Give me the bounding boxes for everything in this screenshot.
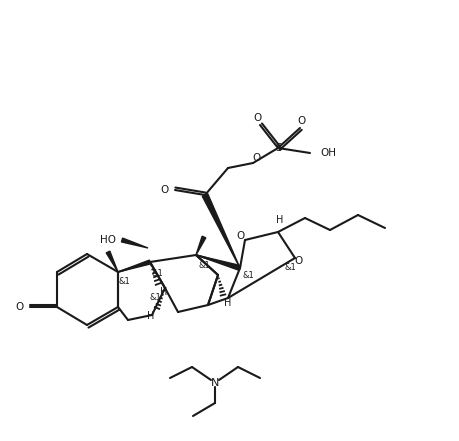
Text: &1: &1 [118, 277, 129, 287]
Text: O: O [297, 116, 305, 126]
Text: O: O [252, 153, 261, 163]
Text: &1: &1 [151, 269, 162, 279]
Text: &1: &1 [284, 264, 295, 273]
Text: &1: &1 [198, 261, 209, 269]
Text: H: H [160, 287, 168, 297]
Text: H: H [276, 215, 283, 225]
Polygon shape [196, 255, 240, 270]
Polygon shape [106, 251, 118, 272]
Text: N: N [210, 378, 218, 388]
Text: H: H [147, 311, 154, 321]
Text: O: O [253, 113, 262, 123]
Text: S: S [275, 143, 282, 153]
Text: H: H [224, 298, 231, 308]
Text: O: O [16, 302, 24, 312]
Polygon shape [121, 238, 148, 248]
Text: O: O [294, 256, 302, 266]
Text: HO: HO [100, 235, 116, 245]
Polygon shape [118, 260, 150, 272]
Text: &1: &1 [241, 272, 253, 280]
Text: OH: OH [319, 148, 335, 158]
Polygon shape [196, 236, 205, 255]
Text: O: O [236, 231, 245, 241]
Text: O: O [160, 185, 168, 195]
Text: &1: &1 [149, 294, 161, 303]
Polygon shape [202, 194, 240, 268]
